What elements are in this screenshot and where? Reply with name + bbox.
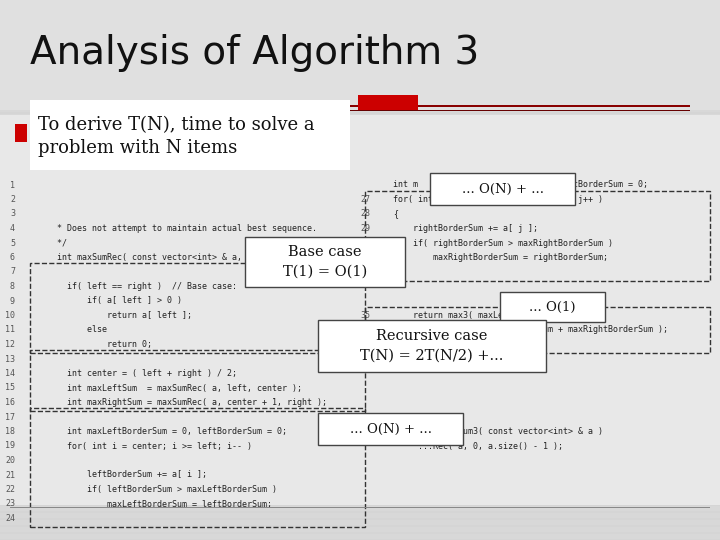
- Text: Recursive case
T(N) = 2T(N/2) +...: Recursive case T(N) = 2T(N/2) +...: [360, 329, 504, 363]
- Text: if( a[ left ] > 0 ): if( a[ left ] > 0 ): [42, 296, 182, 306]
- Text: maxRightBorderSum = rightBorderSum;: maxRightBorderSum = rightBorderSum;: [393, 253, 608, 262]
- Text: To derive T(N), time to solve a: To derive T(N), time to solve a: [38, 116, 315, 134]
- Text: rightBorderSum += a[ j ];: rightBorderSum += a[ j ];: [393, 224, 538, 233]
- Text: 8: 8: [10, 282, 15, 291]
- Text: 27: 27: [360, 195, 370, 204]
- Text: 17: 17: [5, 413, 15, 422]
- Bar: [318, 413, 463, 445]
- Text: 7: 7: [10, 267, 15, 276]
- Bar: [10, 507, 710, 508]
- Bar: [365, 307, 710, 353]
- Text: ... O(N) + ...: ... O(N) + ...: [349, 422, 431, 435]
- Text: ...Rec( a, 0, a.size() - 1 );: ...Rec( a, 0, a.size() - 1 );: [393, 442, 563, 450]
- Text: 23: 23: [5, 500, 15, 509]
- Text: 28: 28: [360, 210, 370, 219]
- Text: 21: 21: [5, 470, 15, 480]
- Text: 20: 20: [5, 456, 15, 465]
- Bar: [30, 408, 365, 527]
- Text: if( leftBorderSum > maxLeftBorderSum ): if( leftBorderSum > maxLeftBorderSum ): [42, 485, 277, 494]
- Bar: [0, 0, 720, 110]
- Text: 6: 6: [10, 253, 15, 262]
- Text: maxLeftBorderSum + maxRightBorderSum );: maxLeftBorderSum + maxRightBorderSum );: [393, 326, 668, 334]
- Text: int center = ( left + right ) / 2;: int center = ( left + right ) / 2;: [42, 369, 237, 378]
- Text: 29: 29: [360, 224, 370, 233]
- Text: 41: 41: [360, 413, 370, 422]
- Text: 36: 36: [360, 326, 370, 334]
- Bar: [15, 124, 27, 142]
- Text: ... O(1): ... O(1): [529, 300, 576, 314]
- Text: 2: 2: [10, 195, 15, 204]
- Bar: [430, 173, 575, 205]
- Text: */: */: [42, 239, 67, 247]
- Text: if( rightBorderSum > maxRightBorderSum ): if( rightBorderSum > maxRightBorderSum ): [393, 239, 613, 247]
- Text: 5: 5: [10, 239, 15, 247]
- Text: Base case
T(1) = O(1): Base case T(1) = O(1): [283, 245, 367, 279]
- Text: int maxLeftSum  = maxSumRec( a, left, center );: int maxLeftSum = maxSumRec( a, left, cen…: [42, 383, 302, 393]
- Bar: [318, 320, 546, 372]
- Text: leftBorderSum += a[ i ];: leftBorderSum += a[ i ];: [42, 470, 207, 480]
- Text: };: };: [393, 267, 403, 276]
- Bar: [245, 237, 405, 287]
- Text: Analysis of Algorithm 3: Analysis of Algorithm 3: [30, 34, 480, 72]
- Text: int maxLeftBorderSum = 0, leftBorderSum = 0;: int maxLeftBorderSum = 0, leftBorderSum …: [42, 427, 287, 436]
- Text: 12: 12: [5, 340, 15, 349]
- Text: }: }: [393, 340, 398, 349]
- Text: return a[ left ];: return a[ left ];: [42, 311, 192, 320]
- Text: for( int j = center + 1; j <= right; j++ ): for( int j = center + 1; j <= right; j++…: [393, 195, 603, 204]
- Bar: [30, 105, 690, 107]
- Text: 42: 42: [360, 427, 370, 436]
- Text: */: */: [393, 413, 418, 422]
- Text: if( left == right )  // Base case:: if( left == right ) // Base case:: [42, 282, 237, 291]
- Text: 18: 18: [5, 427, 15, 436]
- Text: 3: 3: [10, 210, 15, 219]
- Bar: [365, 191, 710, 281]
- Text: int maxSumRec( const vector<int> & a, int left, int right ): int maxSumRec( const vector<int> & a, in…: [42, 253, 352, 262]
- Bar: [500, 292, 605, 322]
- Bar: [30, 350, 365, 411]
- Text: 24: 24: [5, 514, 15, 523]
- Text: 16: 16: [5, 398, 15, 407]
- Text: 19: 19: [5, 442, 15, 450]
- Text: {: {: [393, 210, 398, 219]
- Bar: [30, 110, 690, 111]
- Text: ... O(N) + ...: ... O(N) + ...: [462, 183, 544, 195]
- Bar: [30, 100, 350, 170]
- Text: 15: 15: [5, 383, 15, 393]
- Text: 10: 10: [5, 311, 15, 320]
- Text: 4: 4: [10, 224, 15, 233]
- Text: 14: 14: [5, 369, 15, 378]
- Text: * Does not attempt to maintain actual best sequence.: * Does not attempt to maintain actual be…: [42, 224, 317, 233]
- Bar: [30, 264, 365, 353]
- Text: 11: 11: [5, 326, 15, 334]
- Bar: [0, 115, 720, 505]
- Text: else: else: [42, 326, 107, 334]
- Text: int m                              ntBorderSum = 0;: int m ntBorderSum = 0;: [393, 180, 648, 190]
- Text: 30: 30: [360, 239, 370, 247]
- Text: maxLeftBorderSum = leftBorderSum;: maxLeftBorderSum = leftBorderSum;: [42, 500, 272, 509]
- Text: for( int i = center; i >= left; i-- ): for( int i = center; i >= left; i-- ): [42, 442, 252, 450]
- Text: return 0;: return 0;: [42, 340, 152, 349]
- Text: problem with N items: problem with N items: [38, 139, 238, 157]
- Text: int maxRightSum = maxSumRec( a, center + 1, right );: int maxRightSum = maxSumRec( a, center +…: [42, 398, 327, 407]
- Text: 22: 22: [5, 485, 15, 494]
- Text: 35: 35: [360, 311, 370, 320]
- Bar: [358, 95, 418, 110]
- Text: 9: 9: [10, 296, 15, 306]
- Text: 13: 13: [5, 354, 15, 363]
- Text: int maxSubSum3( const vector<int> & a ): int maxSubSum3( const vector<int> & a ): [393, 427, 603, 436]
- Text: return max3( maxLeftSum, maxRightSum,: return max3( maxLeftSum, maxRightSum,: [393, 311, 598, 320]
- Text: 1: 1: [10, 180, 15, 190]
